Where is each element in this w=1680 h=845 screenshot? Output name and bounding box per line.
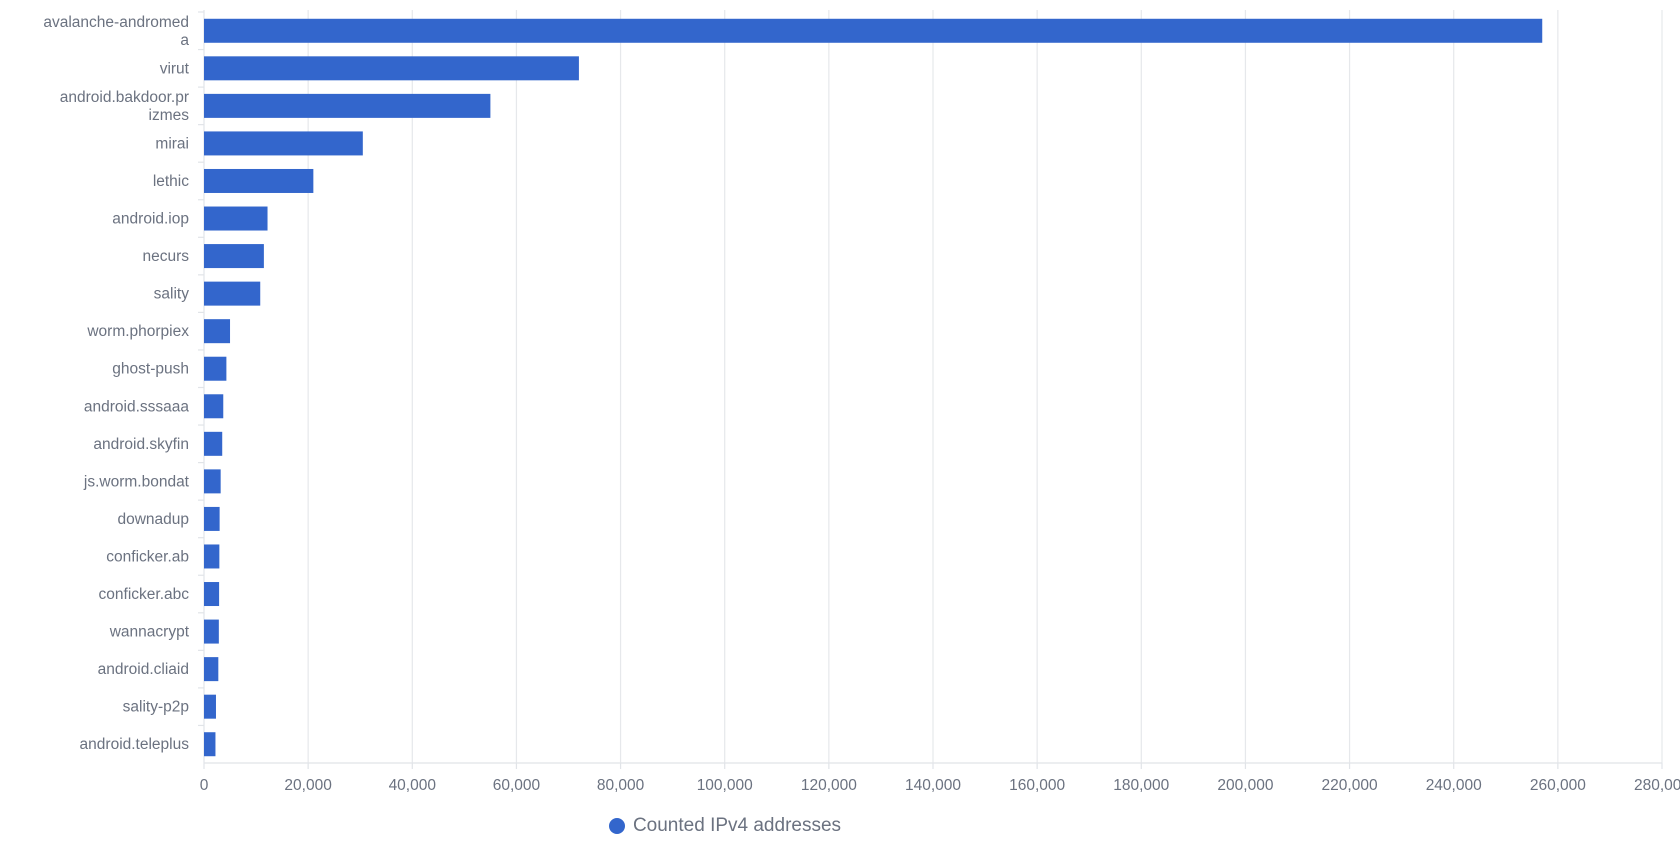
category-label: js.worm.bondat: [83, 473, 190, 490]
bar[interactable]: [204, 319, 231, 344]
x-tick-label: 20,000: [284, 777, 332, 794]
bar[interactable]: [204, 93, 491, 118]
bar[interactable]: [204, 544, 220, 569]
x-tick-label: 0: [200, 777, 209, 794]
category-labels: avalanche-andromed a virut android.bakdoor.…: [43, 14, 189, 753]
bar[interactable]: [204, 506, 220, 531]
bar[interactable]: [204, 394, 224, 419]
x-axis-ticks: 0 20,000 40,000 60,000 80,000 100,000 120,000 1…: [200, 763, 1680, 794]
category-label: android.sssaaa: [84, 398, 190, 415]
bar[interactable]: [204, 244, 264, 269]
category-label: downadup: [117, 511, 189, 528]
x-tick-label: 80,000: [597, 777, 645, 794]
x-tick-label: 40,000: [389, 777, 437, 794]
bar[interactable]: [204, 657, 219, 682]
bar-chart: avalanche-andromed a virut android.bakdoor.…: [43, 10, 1680, 794]
bar[interactable]: [204, 281, 261, 306]
category-label: mirai: [155, 135, 189, 152]
x-tick-label: 60,000: [493, 777, 541, 794]
bar[interactable]: [204, 356, 227, 381]
x-tick-label: 100,000: [697, 777, 753, 794]
bar[interactable]: [204, 619, 219, 644]
category-label: android.iop: [112, 211, 189, 228]
legend[interactable]: Counted IPv4 addresses: [0, 815, 1450, 837]
category-label: android.bakdoor.pr izmes: [60, 89, 190, 124]
category-label: android.cliaid: [98, 661, 189, 678]
x-tick-label: 260,000: [1530, 777, 1586, 794]
x-tick-label: 200,000: [1217, 777, 1273, 794]
category-label: wannacrypt: [109, 624, 190, 641]
category-label: sality: [154, 286, 190, 303]
x-tick-label: 140,000: [905, 777, 961, 794]
x-tick-label: 160,000: [1009, 777, 1065, 794]
x-tick-label: 240,000: [1426, 777, 1482, 794]
legend-marker: [608, 818, 625, 834]
bar[interactable]: [204, 206, 268, 231]
x-tick-label: 180,000: [1113, 777, 1169, 794]
bars: [204, 18, 1543, 757]
category-label: ghost-push: [112, 361, 189, 378]
bar[interactable]: [204, 582, 220, 607]
category-label: conficker.abc: [99, 586, 190, 603]
bar[interactable]: [204, 168, 314, 193]
bar[interactable]: [204, 469, 221, 494]
bar[interactable]: [204, 694, 216, 719]
grid-lines: [198, 10, 1663, 764]
bar[interactable]: [204, 732, 216, 757]
bar[interactable]: [204, 431, 223, 456]
category-label: lethic: [153, 173, 189, 190]
bar[interactable]: [204, 18, 1543, 43]
legend-label: Counted IPv4 addresses: [632, 815, 842, 836]
category-label: necurs: [142, 248, 189, 265]
bar[interactable]: [204, 56, 579, 81]
category-label: worm.phorpiex: [86, 323, 189, 340]
category-label: conficker.ab: [106, 548, 189, 565]
category-label: android.skyfin: [93, 436, 189, 453]
bar[interactable]: [204, 131, 363, 156]
x-tick-label: 220,000: [1322, 777, 1378, 794]
category-label: sality-p2p: [123, 699, 189, 716]
x-tick-label: 280,000: [1634, 777, 1680, 794]
category-label: avalanche-andromed a: [43, 14, 189, 49]
category-label: android.teleplus: [80, 736, 190, 753]
x-tick-label: 120,000: [801, 777, 857, 794]
category-label: virut: [160, 60, 190, 77]
